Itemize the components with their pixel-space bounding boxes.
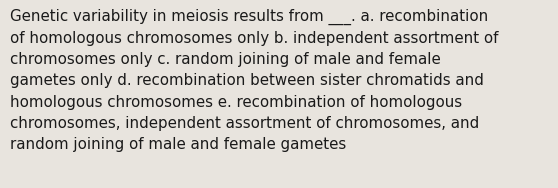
Text: Genetic variability in meiosis results from ___. a. recombination
of homologous : Genetic variability in meiosis results f… [10, 8, 498, 152]
